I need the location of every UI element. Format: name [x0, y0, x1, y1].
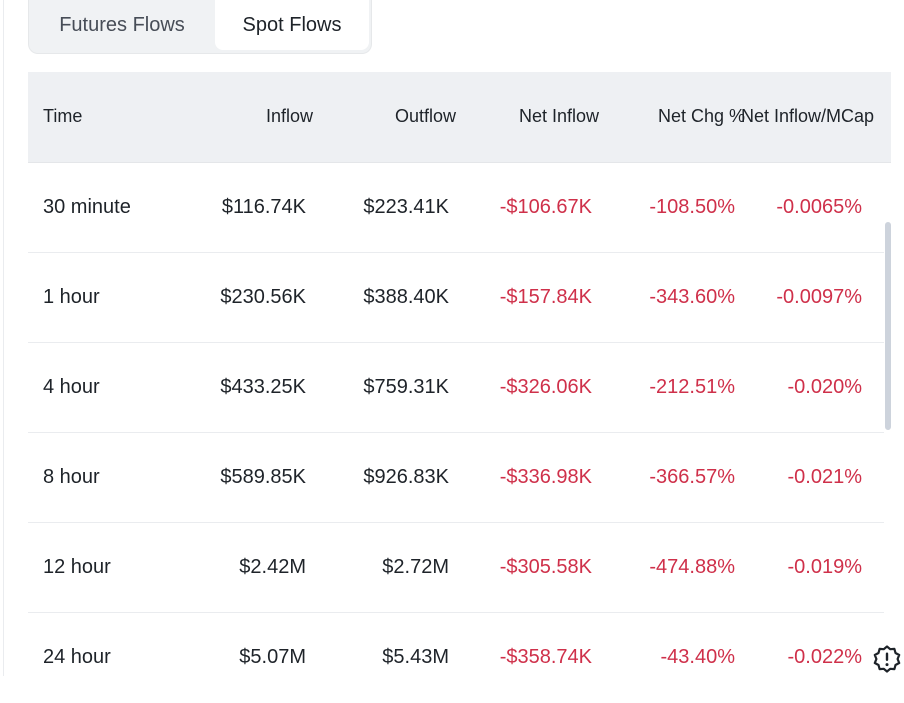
- header-time: Time: [43, 106, 83, 126]
- cell-outflow: $5.43M: [382, 646, 449, 668]
- table-scrollbar[interactable]: [885, 222, 891, 430]
- cell-inflow: $230.56K: [220, 286, 306, 308]
- cell-outflow: $388.40K: [363, 286, 449, 308]
- table-header: Time Inflow Outflow Net Inflow Net Chg %…: [28, 72, 891, 163]
- table-row: 4 hour $433.25K $759.31K -$326.06K -212.…: [28, 343, 884, 433]
- cell-net-inflow-mcap: -0.0097%: [776, 286, 862, 308]
- cell-net-inflow-mcap: -0.022%: [787, 646, 863, 668]
- cell-time: 12 hour: [43, 556, 111, 578]
- cell-net-inflow-mcap: -0.0065%: [776, 196, 862, 218]
- cell-net-inflow: -$157.84K: [499, 286, 592, 308]
- tab-spot-flows[interactable]: Spot Flows: [215, 0, 369, 50]
- cell-net-inflow-mcap: -0.019%: [787, 556, 863, 578]
- cell-time: 4 hour: [43, 376, 100, 398]
- cell-net-chg: -108.50%: [649, 196, 735, 218]
- page-left-border: [3, 0, 4, 676]
- header-net-inflow: Net Inflow: [518, 106, 599, 126]
- flows-table: Time Inflow Outflow Net Inflow Net Chg %…: [28, 72, 891, 703]
- cell-time: 24 hour: [43, 646, 111, 668]
- table-row: 1 hour $230.56K $388.40K -$157.84K -343.…: [28, 253, 884, 343]
- header-inflow: Inflow: [265, 106, 313, 126]
- table-row: 30 minute $116.74K $223.41K -$106.67K -1…: [28, 163, 884, 253]
- cell-time: 8 hour: [43, 466, 100, 488]
- cell-outflow: $223.41K: [363, 196, 449, 218]
- header-net-inflow-mcap: Net Inflow/MCap: [741, 106, 875, 126]
- cell-time: 1 hour: [43, 286, 100, 308]
- cell-outflow: $926.83K: [363, 466, 449, 488]
- tab-futures-flows[interactable]: Futures Flows: [59, 13, 185, 36]
- table-row: 12 hour $2.42M $2.72M -$305.58K -474.88%…: [28, 523, 884, 613]
- header-net-chg: Net Chg %: [658, 106, 746, 126]
- cell-net-chg: -43.40%: [660, 646, 736, 668]
- header-outflow: Outflow: [394, 106, 456, 126]
- cell-net-chg: -474.88%: [649, 556, 735, 578]
- cell-inflow: $589.85K: [220, 466, 306, 488]
- cell-net-inflow: -$336.98K: [499, 466, 592, 488]
- cell-net-inflow: -$358.74K: [499, 646, 592, 668]
- cell-net-chg: -212.51%: [649, 376, 735, 398]
- cell-net-inflow: -$106.67K: [499, 196, 592, 218]
- cell-outflow: $2.72M: [382, 556, 449, 578]
- cell-time: 30 minute: [43, 196, 131, 218]
- cell-net-chg: -366.57%: [649, 466, 735, 488]
- table-row: 8 hour $589.85K $926.83K -$336.98K -366.…: [28, 433, 884, 523]
- cell-net-inflow-mcap: -0.020%: [787, 376, 863, 398]
- cell-inflow: $5.07M: [239, 646, 306, 668]
- cell-net-inflow: -$305.58K: [499, 556, 592, 578]
- cell-net-inflow: -$326.06K: [499, 376, 592, 398]
- cell-outflow: $759.31K: [363, 376, 449, 398]
- cell-net-chg: -343.60%: [649, 286, 735, 308]
- cell-inflow: $433.25K: [220, 376, 306, 398]
- cell-inflow: $2.42M: [239, 556, 306, 578]
- alert-badge-icon[interactable]: [872, 644, 902, 674]
- cell-inflow: $116.74K: [221, 196, 306, 218]
- cell-net-inflow-mcap: -0.021%: [787, 466, 863, 488]
- flow-type-tabs: Futures Flows Spot Flows: [28, 0, 372, 54]
- table-row: 24 hour $5.07M $5.43M -$358.74K -43.40% …: [28, 613, 884, 703]
